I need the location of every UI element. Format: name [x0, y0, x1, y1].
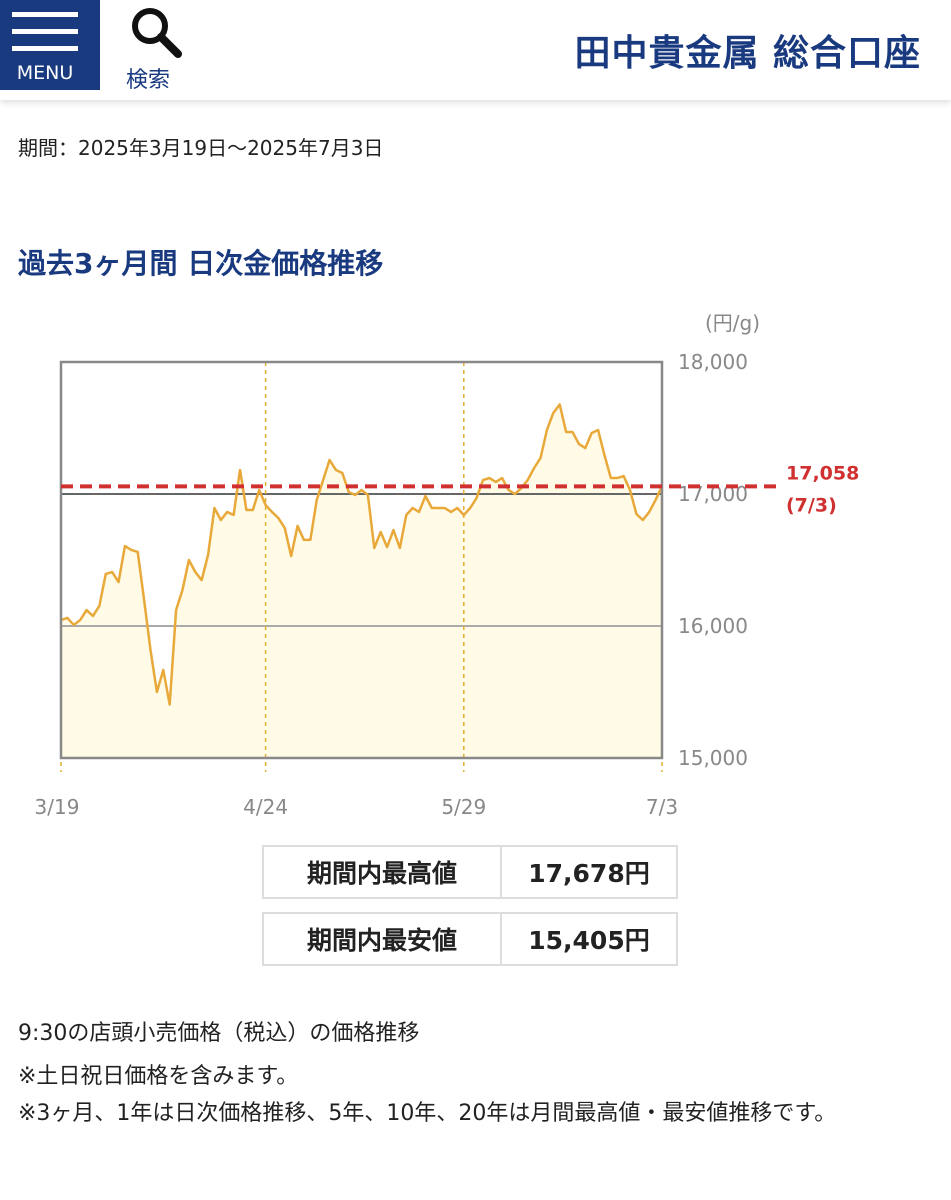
stat-value: 17,678円	[528, 859, 650, 888]
section-title: 過去3ヶ月間 日次金価格推移	[18, 247, 384, 280]
x-tick-label: 4/24	[243, 795, 288, 819]
menu-label: MENU	[16, 62, 74, 84]
y-axis-unit: (円/g)	[705, 311, 760, 335]
reference-label: 17,058	[786, 462, 859, 484]
y-tick-label: 15,000	[678, 746, 748, 770]
note: ※3ヶ月、1年は日次価格推移、5年、10年、20年は月間最高値・最安値推移です。	[18, 1101, 837, 1126]
stat-label: 期間内最高値	[264, 847, 502, 897]
plot-border	[59, 360, 664, 760]
menu-button[interactable]: MENU	[0, 0, 100, 90]
x-tick-label: 5/29	[441, 795, 486, 819]
stat-label: 期間内最安値	[264, 914, 502, 964]
header: MENU 検索 田中貴金属 総合口座	[0, 0, 951, 100]
note: ※土日祝日価格を含みます。	[18, 1064, 299, 1089]
y-tick-label: 18,000	[678, 350, 748, 374]
price-line	[60, 403, 664, 706]
period: 期間：2025年3月19日〜2025年7月3日	[18, 136, 384, 160]
reference-date: (7/3)	[786, 494, 837, 516]
search-label[interactable]: 検索	[126, 68, 171, 93]
y-tick-label: 16,000	[678, 614, 748, 638]
x-tick-label: 3/19	[35, 795, 80, 819]
stat-row: 期間内最安値 15,405円	[262, 912, 678, 966]
note: 9:30の店頭小売価格（税込）の価格推移	[18, 1021, 420, 1046]
x-tick-label: 7/3	[646, 795, 678, 819]
stat-row: 期間内最高値 17,678円	[262, 845, 678, 899]
search-icon[interactable]	[128, 4, 184, 60]
site-title: 田中貴金属 総合口座	[574, 33, 921, 74]
stat-value: 15,405円	[528, 926, 650, 955]
